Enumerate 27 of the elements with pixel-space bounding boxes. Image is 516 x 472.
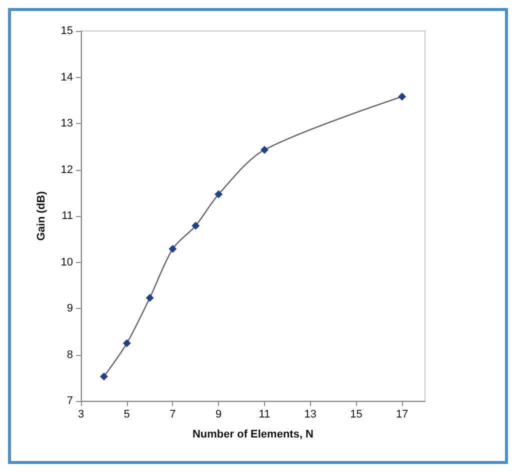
point [192,222,200,230]
y-tick-label: 9 [66,302,73,314]
x-tick-label: 11 [258,408,270,420]
y-tick-label: 13 [60,118,73,130]
point [146,294,154,302]
y-tick-label: 11 [62,210,73,222]
x-tick-label: 17 [396,408,408,420]
point [168,244,177,253]
x-tick-label: 15 [350,408,362,420]
y-tick-label: 12 [60,164,73,176]
x-axis-title: Number of Elements, N [192,428,314,440]
y-tick-label: 7 [66,395,73,407]
y-tick-label: 8 [66,348,73,361]
y-tick-label: 10 [60,256,73,268]
x-tick-label: 7 [170,408,176,420]
x-tick-label: 5 [124,408,130,420]
point [260,146,268,154]
point [398,92,406,101]
point [100,372,108,380]
y-tick-label: 15 [60,25,73,37]
x-tick-label: 9 [216,408,222,420]
point [122,339,131,348]
y-axis-title: Gain (dB) [36,190,48,241]
point [214,190,223,198]
x-tick-label: 13 [304,408,316,420]
x-tick-label: 3 [78,408,84,420]
y-tick-label: 14 [60,71,73,84]
